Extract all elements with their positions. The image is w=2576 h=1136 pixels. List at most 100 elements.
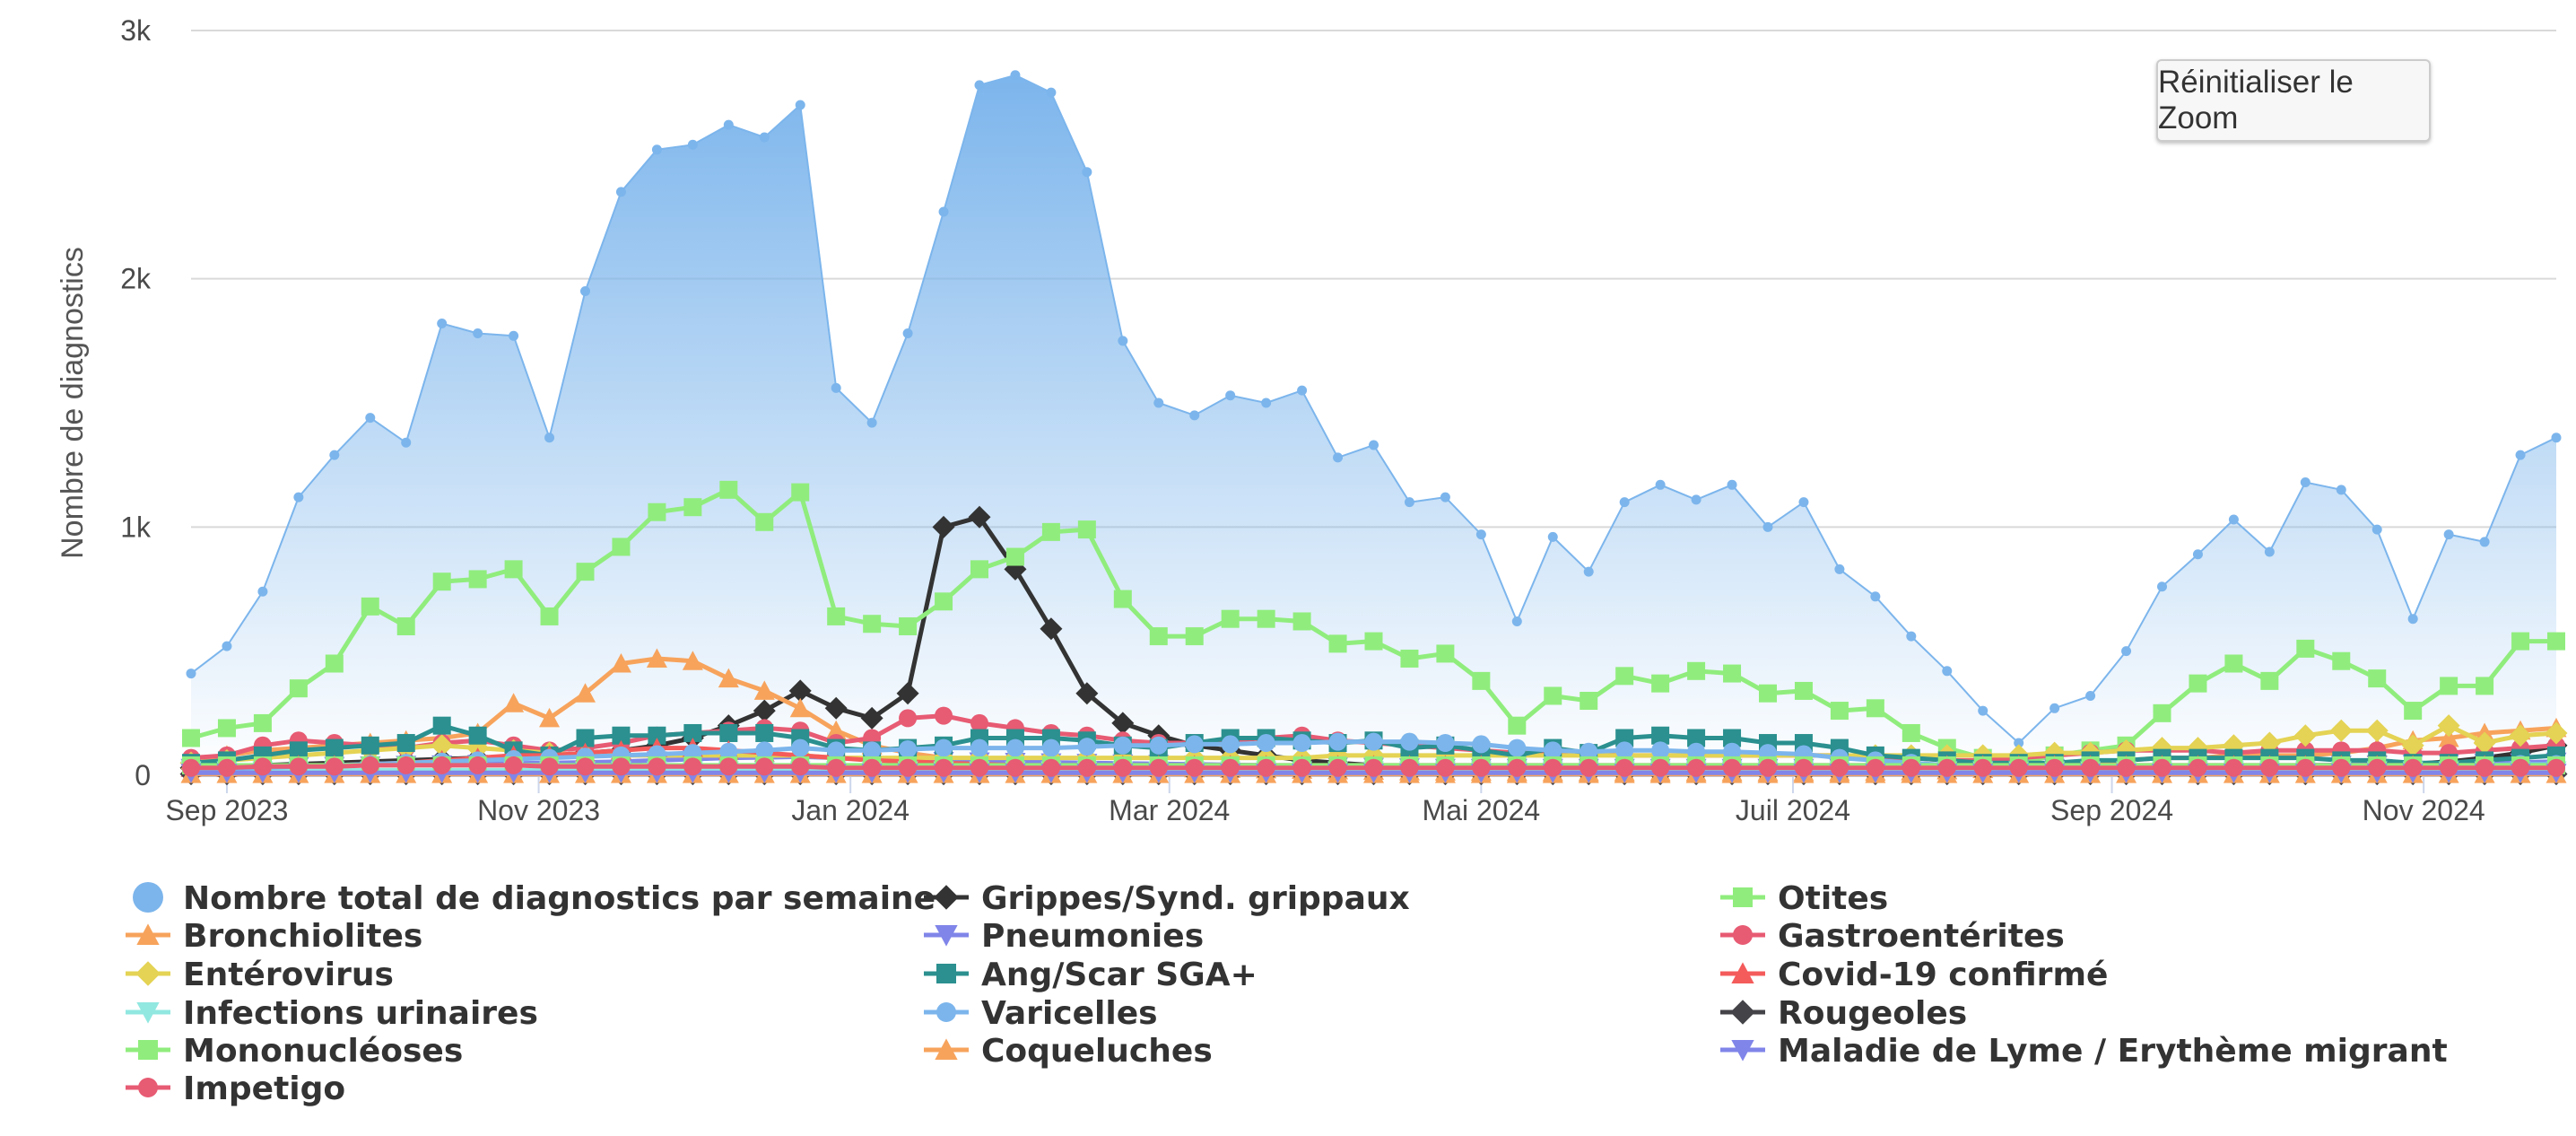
series-layer [179, 70, 2568, 786]
data-point [396, 734, 415, 753]
data-point [1400, 649, 1419, 668]
data-point [683, 498, 702, 517]
data-point [396, 617, 415, 635]
data-point [899, 758, 918, 777]
data-point [2476, 758, 2494, 777]
data-point [860, 706, 883, 730]
data-point [1113, 758, 1132, 777]
data-point [2189, 758, 2207, 777]
data-point [1870, 591, 1881, 602]
data-point [651, 144, 662, 155]
legend-symbol [935, 1038, 958, 1060]
data-point [831, 382, 841, 393]
legend-symbol [133, 882, 163, 913]
legend-item-grippes-synd-grippaux[interactable]: Grippes/Synd. grippaux [924, 880, 1410, 917]
data-point [935, 758, 953, 777]
reset-zoom-button[interactable]: Réinitialiser le Zoom [2156, 59, 2431, 142]
legend-item-rougeoles[interactable]: Rougeoles [1720, 995, 1967, 1032]
legend-label: Gastroentérites [1778, 918, 2065, 955]
data-point [755, 723, 774, 742]
data-point [1727, 479, 1737, 490]
legend-symbol [936, 964, 956, 983]
data-point [1436, 734, 1455, 753]
data-point [473, 328, 483, 339]
data-point [1185, 735, 1204, 754]
data-point [1906, 631, 1917, 642]
data-point [432, 716, 451, 735]
data-point [1113, 590, 1132, 608]
data-point [431, 734, 454, 757]
data-point [361, 756, 379, 774]
data-point [1687, 661, 1706, 680]
data-point [2336, 485, 2346, 495]
data-point [2224, 758, 2243, 777]
data-point [1328, 758, 1347, 777]
data-point [1404, 497, 1414, 508]
data-point [361, 736, 379, 755]
legend-item-infections-urinaires[interactable]: Infections urinaires [126, 995, 538, 1032]
legend-item-pneumonies[interactable]: Pneumonies [924, 918, 1204, 955]
legend-item-impetigo[interactable]: Impetigo [126, 1070, 345, 1107]
data-point [1005, 758, 1024, 777]
data-point [1830, 702, 1849, 721]
data-point [576, 757, 595, 776]
data-point [1511, 616, 1522, 626]
legend-label: Coqueluches [981, 1033, 1213, 1070]
data-point [896, 682, 919, 705]
data-point [361, 597, 379, 616]
legend-item-nombre-total-de-diagnostics-par-semaine[interactable]: Nombre total de diagnostics par semaine [133, 880, 936, 917]
data-point [1902, 723, 1920, 742]
legend-symbol [135, 961, 161, 986]
data-point [1978, 705, 1989, 716]
data-point [683, 723, 702, 742]
legend-item-otites[interactable]: Otites [1720, 880, 1888, 917]
data-point [503, 693, 525, 712]
data-point [755, 512, 774, 531]
data-point [1005, 547, 1024, 566]
legend-symbol [136, 923, 160, 945]
legend-item-ang-scar-sga[interactable]: Ang/Scar SGA+ [924, 957, 1258, 993]
data-point [902, 328, 913, 339]
legend-symbol [934, 885, 959, 910]
series-area [191, 74, 2556, 776]
data-point [2371, 524, 2382, 535]
legend-item-gastroenterites[interactable]: Gastroentérites [1720, 918, 2065, 955]
data-point [2121, 646, 2132, 657]
data-point [1010, 70, 1021, 81]
data-point [396, 756, 415, 774]
legend-item-enterovirus[interactable]: Entérovirus [126, 957, 394, 993]
data-point [1762, 521, 1773, 532]
data-point [2009, 758, 2028, 777]
data-point [1866, 699, 1884, 718]
legend-item-covid-19-confirme[interactable]: Covid-19 confirmé [1720, 957, 2108, 993]
data-point [1189, 410, 1200, 421]
data-point [217, 719, 236, 738]
data-point [719, 723, 738, 742]
data-point [1472, 671, 1491, 690]
legend-symbol [138, 1078, 158, 1097]
data-point [2440, 677, 2459, 695]
data-point [1615, 741, 1634, 760]
data-point [1440, 492, 1450, 502]
data-point [182, 729, 200, 747]
y-tick-label: 1k [120, 511, 152, 543]
data-point [1973, 758, 1992, 777]
data-point [1005, 738, 1024, 757]
legend-item-varicelles[interactable]: Varicelles [924, 995, 1158, 1032]
data-point [580, 286, 590, 296]
data-point [612, 757, 631, 776]
data-point [899, 739, 918, 758]
legend-item-coqueluches[interactable]: Coqueluches [924, 1033, 1213, 1070]
data-point [2515, 450, 2526, 460]
data-point [2296, 758, 2315, 777]
legend-item-mononucleoses[interactable]: Mononucléoses [126, 1033, 463, 1070]
data-point [1544, 686, 1562, 705]
data-point [1651, 726, 1670, 745]
legend-item-maladie-de-lyme-erytheme-migrant[interactable]: Maladie de Lyme / Erythème migrant [1720, 1033, 2448, 1070]
data-point [1077, 738, 1096, 756]
data-point [329, 450, 340, 460]
data-point [2401, 734, 2424, 757]
legend-item-bronchiolites[interactable]: Bronchiolites [126, 918, 422, 955]
data-point [935, 592, 953, 611]
